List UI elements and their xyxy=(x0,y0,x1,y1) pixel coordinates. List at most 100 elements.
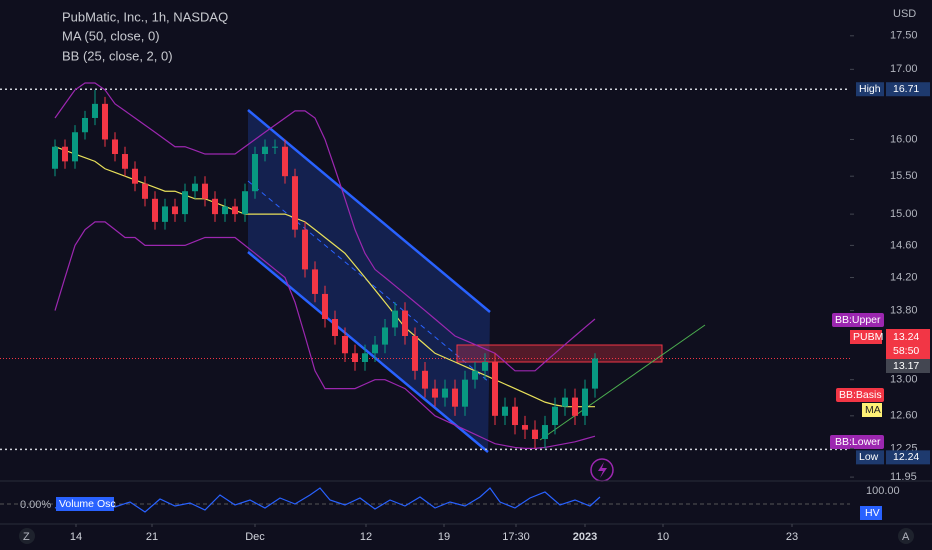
candle-body xyxy=(542,425,548,440)
x-tick-label: 23 xyxy=(786,531,798,543)
candle-body xyxy=(382,327,388,345)
osc-label-bg xyxy=(56,497,114,511)
y-tick-label: 13.80 xyxy=(890,304,918,316)
ma-tag-bg xyxy=(862,403,882,417)
y-tick-label: 16.00 xyxy=(890,133,918,145)
candle-body xyxy=(302,229,308,270)
indicator-line xyxy=(54,221,596,450)
candle-body xyxy=(532,429,538,440)
candle-body xyxy=(492,362,498,416)
indicator-line xyxy=(54,82,596,372)
candle-body xyxy=(562,397,568,407)
low_line-label-bg xyxy=(856,450,884,465)
bb-upper-tag: BB:Upper xyxy=(835,314,881,326)
zoom-label: Z xyxy=(23,531,30,543)
trend-line xyxy=(539,324,706,441)
zoom-btn[interactable] xyxy=(19,528,35,544)
candle-body xyxy=(582,388,588,416)
bb-lower-tag: BB:Lower xyxy=(835,436,881,448)
candle-body xyxy=(572,397,578,416)
y-tick-label: 14.20 xyxy=(890,271,918,283)
candle-body xyxy=(92,103,98,118)
candle-body xyxy=(412,336,418,371)
low_line-value-bg xyxy=(886,450,930,465)
x-tick-label: 19 xyxy=(438,531,450,543)
y-tick-label: 17.00 xyxy=(890,63,918,75)
candle-body xyxy=(442,388,448,398)
candle-body xyxy=(152,198,158,222)
channel-fill xyxy=(248,110,490,452)
channel-upper xyxy=(247,109,491,313)
candle-body xyxy=(242,191,248,215)
low_line-label: Low xyxy=(859,451,879,463)
candle-body xyxy=(72,132,78,162)
candle-body xyxy=(252,154,258,192)
high_line-label: High xyxy=(859,83,881,95)
x-tick-label: 10 xyxy=(657,531,669,543)
candle-body xyxy=(122,154,128,169)
y-tick-label: 15.50 xyxy=(890,170,918,182)
candle-body xyxy=(342,336,348,354)
candle-body xyxy=(592,358,598,389)
candle-body xyxy=(522,425,528,430)
auto-btn[interactable] xyxy=(898,528,914,544)
price-tag: 13.24 xyxy=(893,331,919,343)
candle-body xyxy=(322,293,328,319)
symbol-tag: PUBM xyxy=(853,331,883,343)
bid-tag: 13.17 xyxy=(893,360,919,372)
y-tick-label: 13.00 xyxy=(890,374,918,386)
y-tick-label: 12.60 xyxy=(890,410,918,422)
x-tick-label: 21 xyxy=(146,531,158,543)
auto-label: A xyxy=(902,531,910,543)
countdown-tag: 58:50 xyxy=(893,345,919,357)
candle-body xyxy=(82,117,88,133)
x-tick-label: 14 xyxy=(70,531,82,543)
candle-body xyxy=(452,388,458,407)
candle-body xyxy=(132,168,138,184)
bb-lower-tag-bg xyxy=(830,435,884,449)
candle-body xyxy=(472,370,478,380)
high_line-value-bg xyxy=(886,82,930,97)
candle-body xyxy=(142,183,148,199)
candle-body xyxy=(352,353,358,363)
candle-body xyxy=(392,310,398,328)
candle-body xyxy=(402,310,408,337)
candle-body xyxy=(162,206,168,222)
bb-upper-tag-bg xyxy=(832,313,884,327)
y-tick-label: 11.95 xyxy=(890,471,917,483)
candle-body xyxy=(222,206,228,215)
candle-body xyxy=(362,353,368,363)
bb-basis-tag: BB:Basis xyxy=(839,389,882,401)
candle-body xyxy=(332,318,338,337)
candle-body xyxy=(282,146,288,177)
indicator-bb: BB (25, close, 2, 0) xyxy=(62,48,173,63)
x-tick-label: Dec xyxy=(245,531,265,543)
candle-body xyxy=(202,183,208,199)
x-tick-label: 17:30 xyxy=(502,531,530,543)
indicator-ma: MA (50, close, 0) xyxy=(62,28,160,43)
candle-body xyxy=(262,146,268,155)
candle-body xyxy=(102,103,108,140)
candle-body xyxy=(292,176,298,230)
hv-tag: HV xyxy=(865,507,880,519)
y-tick-label: 17.50 xyxy=(890,30,918,42)
candle-body xyxy=(432,388,438,398)
candle-body xyxy=(272,146,278,148)
symbol-tag-bg xyxy=(850,330,882,344)
plot xyxy=(0,82,850,451)
candle-body xyxy=(462,379,468,407)
candle-body xyxy=(182,191,188,215)
low_line-value: 12.24 xyxy=(893,451,919,463)
x-tick-label: 2023 xyxy=(573,531,597,543)
candle-body xyxy=(372,344,378,354)
candle-body xyxy=(172,206,178,215)
osc-value: 0.00% xyxy=(20,499,51,511)
resistance-box xyxy=(456,344,663,363)
hv-tag-bg xyxy=(860,506,882,520)
lightning xyxy=(598,462,607,478)
y-tick-label: 14.60 xyxy=(890,239,918,251)
osc-label: Volume Osc xyxy=(59,498,116,510)
candle-body xyxy=(502,406,508,416)
